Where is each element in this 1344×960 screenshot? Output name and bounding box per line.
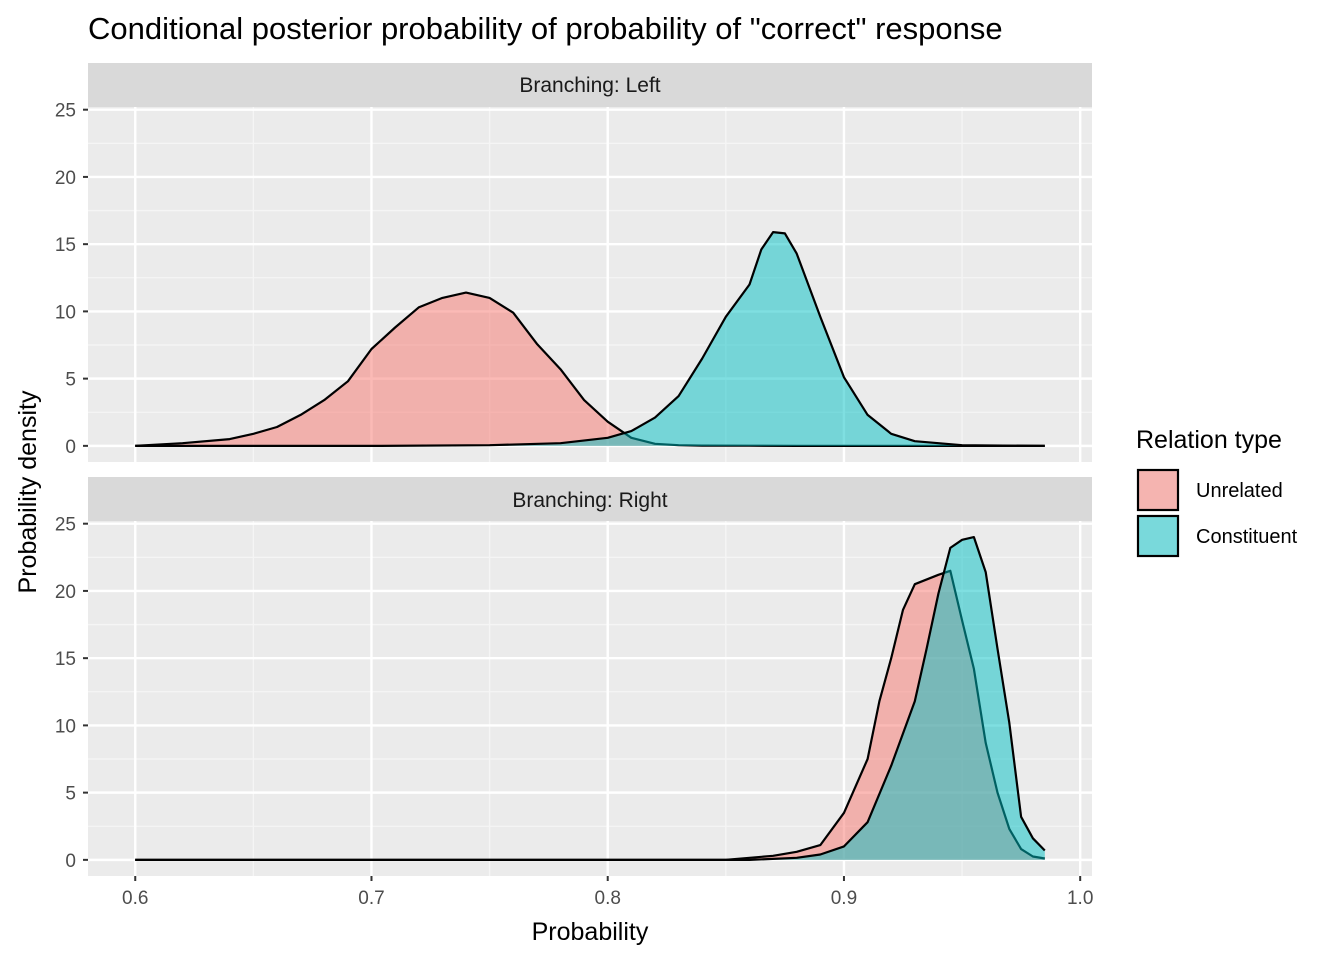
- x-axis: 0.6 0.7 0.8 0.9 1.0: [122, 876, 1093, 909]
- x-tick-label: 1.0: [1067, 888, 1093, 909]
- y-axis-title: Probability density: [14, 390, 42, 593]
- y-tick-label: 15: [55, 649, 76, 670]
- chart-title: Conditional posterior probability of pro…: [88, 11, 1003, 46]
- y-tick-label: 5: [65, 370, 76, 391]
- density-line-constituent-right: [135, 536, 1046, 861]
- y-axis-left-panel: 0 5 10 15 20 25: [55, 101, 88, 458]
- x-tick-label: 0.9: [831, 888, 857, 909]
- legend-label-unrelated: Unrelated: [1196, 480, 1283, 502]
- y-tick-label: 25: [55, 515, 76, 536]
- legend: Relation type Unrelated Constituent: [1136, 426, 1298, 558]
- legend-key-constituent: [1136, 514, 1180, 558]
- facet-branching-right: Branching: Right 0 5 10 15 20 25: [55, 477, 1092, 876]
- y-axis-right-panel: 0 5 10 15 20 25: [55, 515, 88, 872]
- facet-strip-label-left: Branching: Left: [519, 74, 660, 97]
- x-tick-label: 0.7: [358, 888, 384, 909]
- panel-grid-left: [88, 107, 1092, 462]
- facet-strip-label-right: Branching: Right: [512, 489, 667, 512]
- y-tick-label: 25: [55, 101, 76, 122]
- y-tick-label: 20: [55, 582, 76, 603]
- density-area-constituent-left: [135, 232, 1045, 446]
- x-axis-title: Probability: [532, 918, 649, 946]
- facet-branching-left: Branching: Left 0 5 10 15 20 25: [55, 63, 1092, 462]
- y-tick-label: 0: [65, 851, 76, 872]
- y-tick-label: 10: [55, 302, 76, 323]
- y-tick-label: 5: [65, 784, 76, 805]
- panel-series-left: [135, 231, 1045, 447]
- facet-strip-right: [88, 477, 1092, 521]
- x-tick-label: 0.8: [595, 888, 621, 909]
- y-tick-label: 20: [55, 168, 76, 189]
- legend-title: Relation type: [1136, 426, 1282, 454]
- density-area-constituent-right: [135, 537, 1045, 860]
- y-tick-label: 10: [55, 716, 76, 737]
- y-tick-label: 15: [55, 235, 76, 256]
- facet-strip-left: [88, 63, 1092, 107]
- y-tick-label: 0: [65, 437, 76, 458]
- legend-items: Unrelated Constituent: [1136, 468, 1298, 558]
- density-line-constituent-left: [135, 231, 1045, 447]
- density-area-unrelated-left: [135, 292, 1045, 446]
- panel-series-right: [135, 536, 1046, 861]
- legend-label-constituent: Constituent: [1196, 526, 1298, 548]
- panel-background-left: [88, 107, 1092, 462]
- x-tick-label: 0.6: [122, 888, 148, 909]
- legend-key-unrelated: [1136, 468, 1180, 512]
